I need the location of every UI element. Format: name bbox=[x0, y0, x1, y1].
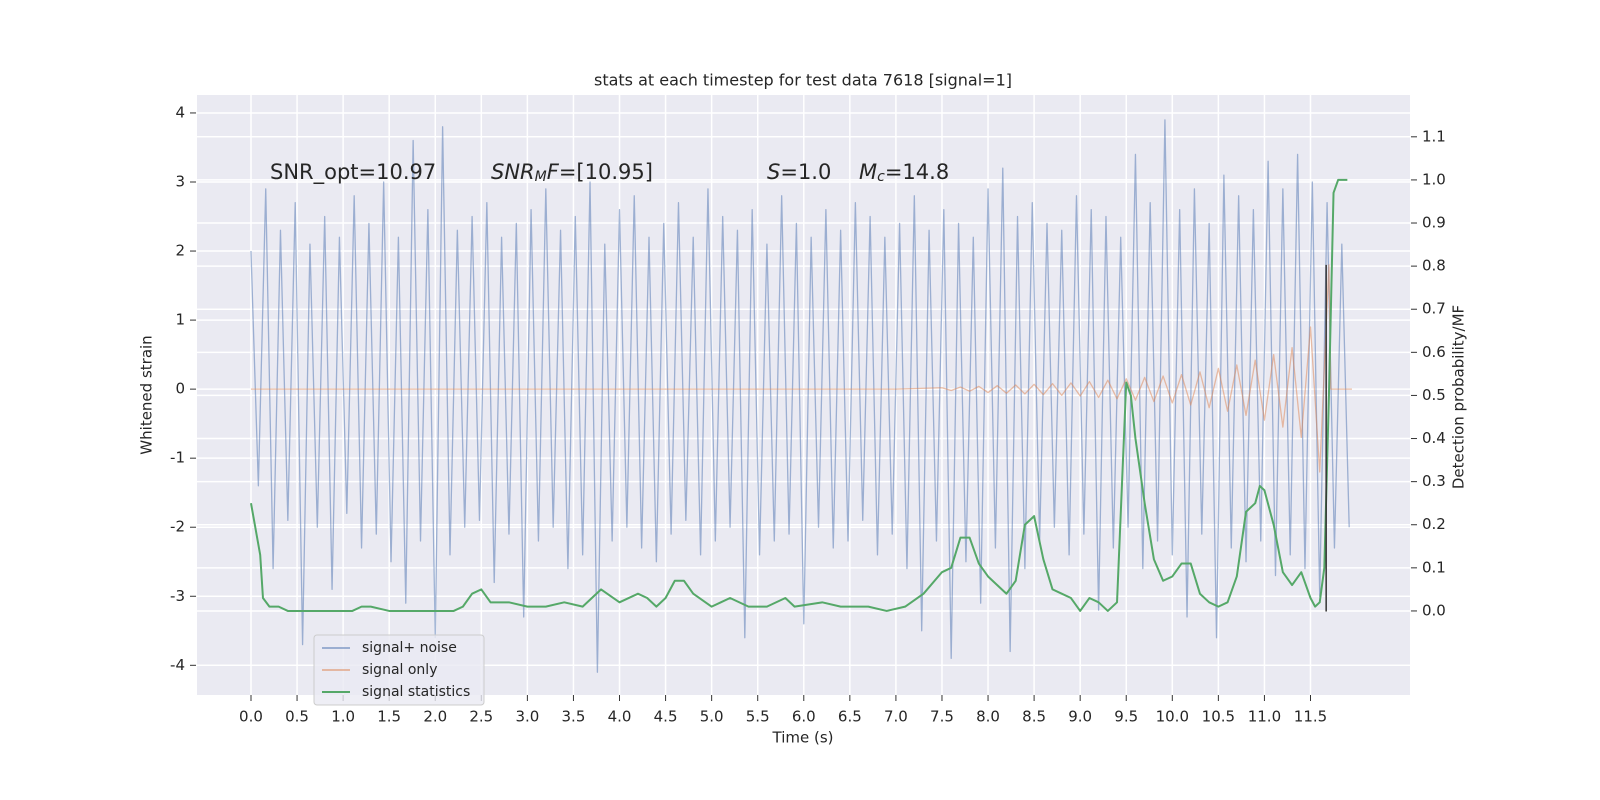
y-tick-label: -3 bbox=[170, 587, 185, 605]
x-tick-label: 9.0 bbox=[1068, 708, 1092, 726]
series-line bbox=[250, 178, 1348, 612]
y2-tick-label: 0.0 bbox=[1422, 601, 1446, 619]
annotation-part: c bbox=[877, 169, 885, 185]
overlay: 0.0 0.5 1.0 1.5 2.0 2.5 3.0 3.5 4.0 4.5 5.0 5.5 6.0 6… bbox=[170, 103, 1446, 725]
legend-box bbox=[313, 634, 485, 706]
y2-tick-label: 0.4 bbox=[1422, 429, 1446, 447]
y-tick-label: 3 bbox=[175, 172, 185, 190]
y2-tick-label: 0.1 bbox=[1422, 558, 1446, 576]
annotation: SNRMF=[10.95] bbox=[491, 160, 653, 185]
series-line bbox=[250, 264, 1352, 473]
annotation-part: M bbox=[535, 169, 547, 185]
y2-tick-label: 0.5 bbox=[1422, 386, 1446, 404]
y-tick-label: -4 bbox=[170, 656, 185, 674]
x-tick-label: 6.0 bbox=[792, 708, 816, 726]
x-tick-label: 7.5 bbox=[930, 708, 954, 726]
x-tick-label: 10.5 bbox=[1202, 708, 1235, 726]
y2-tick-label: 0.9 bbox=[1422, 214, 1446, 232]
legend-label: signal+ noise bbox=[362, 640, 457, 656]
legend-label: signal statistics bbox=[362, 684, 470, 700]
annotation-part: SNR_opt=10.97 bbox=[270, 160, 436, 185]
y-tick-label: -2 bbox=[170, 518, 185, 536]
y-tick-label: 0 bbox=[175, 380, 185, 398]
annotation-part: =1.0 bbox=[780, 160, 831, 184]
y2-axis-label: Detection probability/MF bbox=[1450, 305, 1468, 489]
y2-tick-label: 0.7 bbox=[1422, 300, 1446, 318]
annotation: S=1.0 bbox=[767, 160, 831, 184]
x-tick-label: 7.0 bbox=[884, 708, 908, 726]
x-tick-label: 5.0 bbox=[700, 708, 724, 726]
x-tick-label: 9.5 bbox=[1114, 708, 1138, 726]
x-axis-label: Time (s) bbox=[772, 729, 834, 747]
x-tick-label: 2.0 bbox=[423, 708, 447, 726]
annotation-part: S bbox=[767, 160, 780, 184]
y2-tick-label: 1.0 bbox=[1422, 170, 1446, 188]
y2-tick-label: 0.6 bbox=[1422, 343, 1446, 361]
x-tick-label: 1.5 bbox=[377, 708, 401, 726]
x-tick-label: 3.5 bbox=[562, 708, 586, 726]
x-tick-label: 4.0 bbox=[608, 708, 632, 726]
annotation: Mc=14.8 bbox=[859, 160, 949, 185]
legend-label: signal only bbox=[362, 662, 437, 678]
plot-area bbox=[250, 119, 1352, 673]
x-tick-label: 10.0 bbox=[1156, 708, 1189, 726]
x-tick-label: 2.5 bbox=[469, 708, 493, 726]
chart-title: stats at each timestep for test data 761… bbox=[594, 71, 1012, 90]
y2-tick-label: 0.3 bbox=[1422, 472, 1446, 490]
x-tick-label: 11.5 bbox=[1294, 708, 1327, 726]
annotation: SNR_opt=10.97 bbox=[270, 160, 436, 185]
series-line bbox=[250, 119, 1350, 673]
x-tick-label: 8.0 bbox=[976, 708, 1000, 726]
x-tick-label: 0.5 bbox=[285, 708, 309, 726]
y-axis-label: Whitened strain bbox=[138, 335, 156, 454]
annotation-part: F bbox=[547, 160, 560, 184]
annotation-part: M bbox=[859, 160, 877, 184]
y2-tick-label: 0.8 bbox=[1422, 257, 1446, 275]
x-tick-label: 4.5 bbox=[654, 708, 678, 726]
annotation-part: =14.8 bbox=[885, 160, 949, 184]
x-tick-label: 3.0 bbox=[515, 708, 539, 726]
y-tick-label: 4 bbox=[175, 103, 185, 121]
x-tick-label: 11.0 bbox=[1248, 708, 1281, 726]
x-tick-label: 6.5 bbox=[838, 708, 862, 726]
x-tick-label: 1.0 bbox=[331, 708, 355, 726]
x-tick-label: 0.0 bbox=[239, 708, 263, 726]
y-tick-label: 1 bbox=[175, 311, 185, 329]
annotation-part: =[10.95] bbox=[559, 160, 653, 184]
y2-tick-label: 1.1 bbox=[1422, 127, 1446, 145]
x-tick-label: 5.5 bbox=[746, 708, 770, 726]
y-tick-label: 2 bbox=[175, 242, 185, 260]
y-tick-label: -1 bbox=[170, 449, 185, 467]
x-tick-label: 8.5 bbox=[1022, 708, 1046, 726]
y2-tick-label: 0.2 bbox=[1422, 515, 1446, 533]
annotation-part: SNR bbox=[491, 160, 535, 184]
